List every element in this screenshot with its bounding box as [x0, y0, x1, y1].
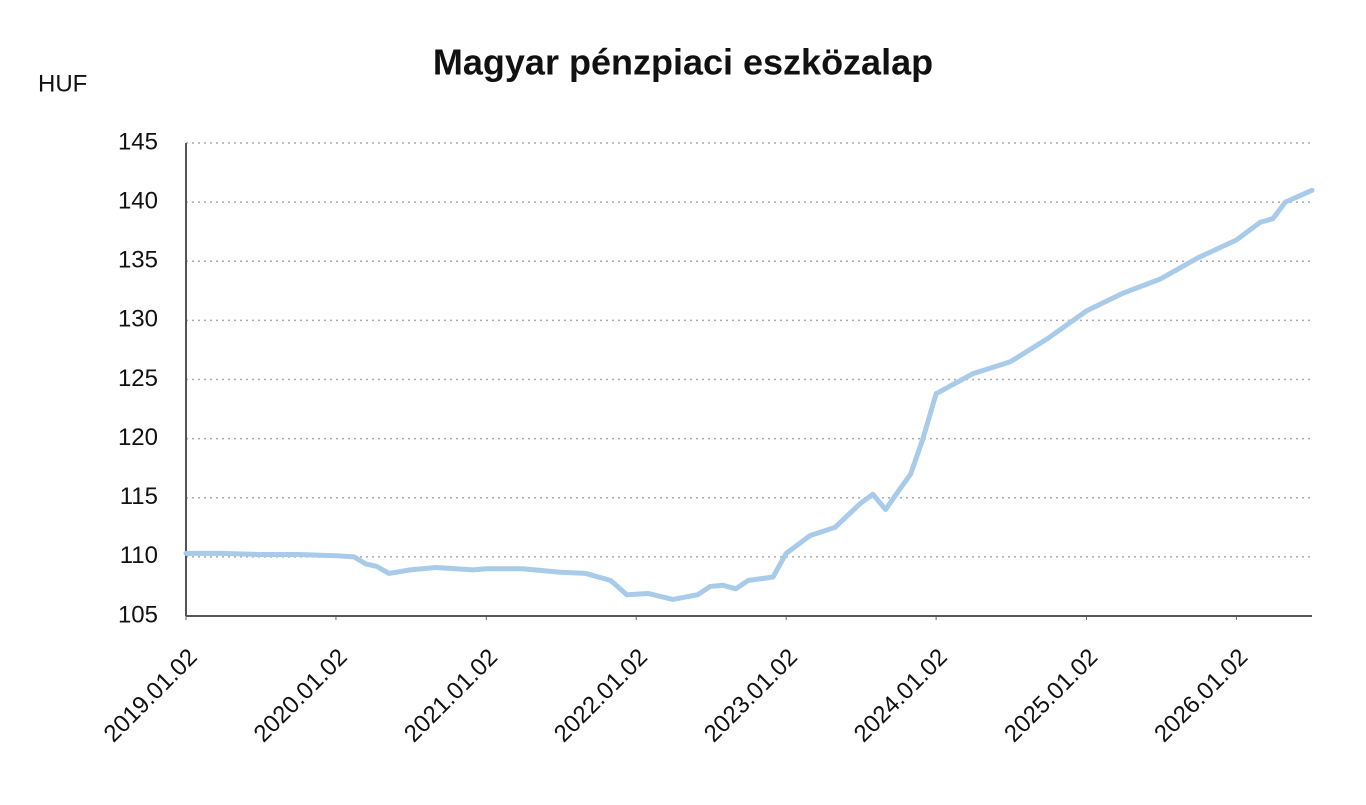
- x-tick-label: 2025.01.02: [999, 644, 1103, 748]
- y-tick-label: 115: [120, 483, 158, 510]
- y-axis-label: HUF: [38, 70, 87, 97]
- x-tick-label: 2026.01.02: [1149, 644, 1253, 748]
- chart-title: Magyar pénzpiaci eszközalap: [433, 42, 933, 83]
- x-tick-label: 2024.01.02: [849, 644, 953, 748]
- y-tick-label: 145: [118, 128, 158, 155]
- x-tick-label: 2023.01.02: [699, 644, 803, 748]
- x-tick-label: 2021.01.02: [399, 644, 503, 748]
- y-tick-label: 125: [118, 365, 158, 392]
- data-line: [183, 187, 1315, 602]
- y-tick-label: 130: [118, 306, 158, 333]
- x-tick-label: 2020.01.02: [249, 644, 353, 748]
- x-tick-label: 2022.01.02: [549, 644, 653, 748]
- y-tick-label: 105: [118, 601, 158, 628]
- y-tick-label: 110: [120, 542, 158, 569]
- y-tick-label: 120: [118, 424, 158, 451]
- y-tick-label: 135: [118, 247, 158, 274]
- x-tick-label: 2019.01.02: [99, 644, 203, 748]
- y-tick-label: 140: [118, 187, 158, 214]
